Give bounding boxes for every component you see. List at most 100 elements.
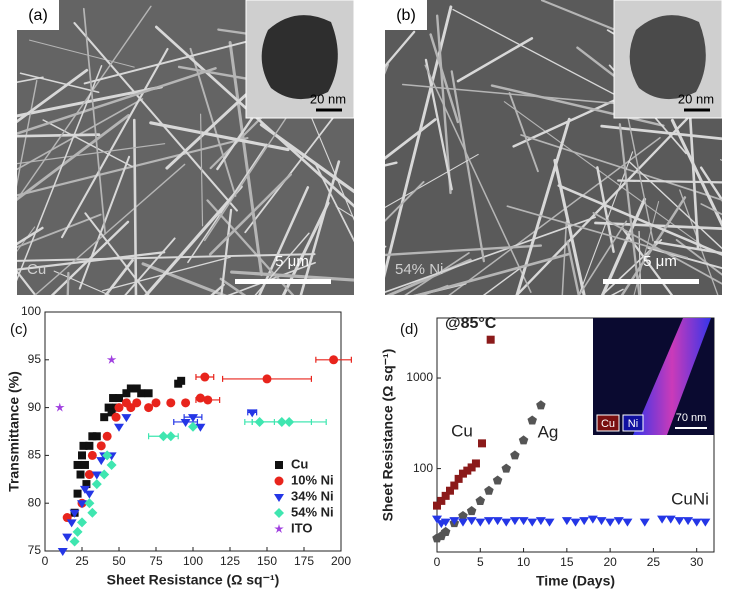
panel-label: (a) (28, 7, 48, 24)
panel-label: (c) (10, 321, 28, 338)
marker (527, 518, 538, 527)
legend-label: 10% Ni (291, 472, 334, 487)
nanowire (84, 212, 150, 295)
inset-scale: 20 nm (678, 91, 714, 106)
x-tick-label: 5 (477, 555, 484, 569)
marker (639, 518, 650, 527)
panel-label-box (385, 0, 427, 30)
nanowire (679, 189, 719, 295)
nanowire (490, 84, 665, 127)
marker (106, 354, 117, 364)
nanowire (557, 184, 722, 256)
marker (579, 517, 590, 526)
marker (475, 495, 486, 505)
marker (181, 398, 191, 408)
marker (177, 376, 186, 385)
marker (492, 475, 503, 485)
marker (69, 509, 80, 518)
x-tick-label: 30 (690, 555, 704, 569)
nanowire (600, 124, 722, 141)
marker (195, 423, 206, 432)
marker (527, 415, 537, 425)
marker (691, 518, 702, 527)
marker (188, 414, 198, 423)
nanowire (17, 68, 89, 124)
nanowire (424, 64, 532, 293)
scale-bar (235, 279, 331, 284)
marker (84, 490, 95, 499)
marker (100, 413, 109, 422)
legend-label: 54% Ni (291, 504, 334, 519)
marker (587, 515, 598, 524)
nanowire (206, 199, 295, 295)
nanowire (594, 221, 722, 230)
marker (501, 518, 512, 527)
x-tick-label: 75 (149, 554, 163, 568)
marker (96, 441, 106, 451)
marker (188, 421, 198, 432)
nanowire (653, 240, 722, 255)
marker (471, 459, 480, 468)
nanowire (596, 166, 615, 253)
marker (700, 518, 711, 527)
panel-label: (d) (400, 321, 418, 338)
eds-label: Cu (601, 418, 615, 430)
marker (492, 517, 503, 526)
marker (484, 485, 494, 495)
x-tick-label: 200 (331, 554, 351, 568)
marker (665, 515, 676, 524)
nanowire (73, 22, 238, 212)
nanowire (385, 244, 543, 257)
marker (57, 548, 68, 556)
x-tick-label: 125 (220, 554, 240, 568)
marker (440, 518, 451, 527)
nanowire (61, 47, 169, 239)
nanowire (17, 65, 103, 282)
marker (536, 400, 546, 410)
nanowire (17, 98, 144, 171)
marker (683, 517, 694, 526)
nanowire (17, 133, 101, 138)
legend-marker (274, 494, 284, 502)
marker (466, 506, 477, 516)
nanowire (17, 5, 152, 201)
marker (475, 518, 486, 527)
x-tick-label: 10 (517, 555, 531, 569)
nanowire (315, 163, 354, 243)
nanowire (144, 185, 243, 295)
x-tick-label: 25 (647, 555, 661, 569)
x-tick-label: 15 (560, 555, 574, 569)
marker (121, 414, 132, 423)
nanowire (141, 262, 228, 295)
marker (77, 517, 87, 528)
marker (544, 518, 555, 527)
series-label: CuNi (671, 489, 709, 508)
marker (87, 450, 97, 460)
marker (486, 335, 495, 344)
marker (73, 460, 82, 469)
y-tick-label: 1000 (406, 370, 433, 384)
marker (55, 402, 65, 412)
nanowire (17, 79, 38, 187)
marker (99, 469, 110, 480)
x-axis-label: Time (Days) (536, 573, 615, 589)
marker (203, 395, 213, 405)
nanowire (456, 37, 534, 83)
scale-label: 5 μm (275, 253, 309, 270)
nanowire (424, 58, 453, 191)
marker (501, 463, 512, 473)
marker (114, 423, 124, 432)
series-label: Ag (538, 422, 559, 441)
marker (84, 498, 95, 509)
x-tick-label: 100 (183, 554, 203, 568)
nanowire (149, 121, 290, 152)
marker (509, 517, 520, 526)
nanowire (17, 136, 249, 197)
nanowire (452, 8, 642, 110)
marker (432, 515, 442, 524)
marker (510, 450, 520, 460)
marker (87, 507, 98, 518)
nanowire (482, 267, 522, 295)
nanowire (17, 270, 37, 295)
